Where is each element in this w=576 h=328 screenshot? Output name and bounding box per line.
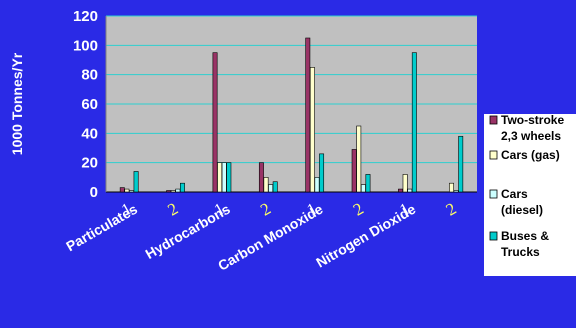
legend-label: 2,3 wheels [501, 129, 561, 143]
legend-label: Buses & [501, 229, 549, 243]
bar [133, 171, 139, 193]
x-group-label: Particulates [63, 201, 140, 255]
legend-label: Two-stroke [501, 113, 564, 127]
y-tick-label: 100 [73, 37, 98, 54]
legend-label: Cars (gas) [501, 148, 560, 162]
bar [458, 135, 464, 193]
legend-label: Trucks [501, 245, 540, 259]
y-tick-label: 40 [81, 125, 98, 142]
y-tick-label: 20 [81, 155, 98, 172]
y-tick-label: 80 [81, 67, 98, 84]
legend-label: Cars [501, 187, 528, 201]
bar [221, 162, 227, 193]
y-tick-label: 0 [90, 184, 98, 201]
bar [212, 52, 218, 193]
x-tick-sub-label: 2 [443, 199, 460, 220]
x-tick-sub-label: 2 [164, 199, 181, 220]
legend-swatch [489, 189, 498, 199]
legend-box [484, 114, 576, 276]
y-tick-label: 60 [81, 96, 98, 113]
bar [398, 188, 403, 193]
bar [258, 162, 264, 193]
bar [217, 162, 223, 193]
bar [319, 153, 325, 193]
bar [360, 184, 366, 193]
bar [170, 190, 176, 193]
bar [129, 190, 134, 193]
bar [411, 52, 417, 193]
bar [124, 188, 130, 193]
legend-swatch [489, 115, 498, 125]
bar [402, 174, 408, 193]
bar [453, 190, 459, 193]
bar [407, 188, 413, 193]
legend-label: (diesel) [501, 203, 543, 217]
bar [268, 184, 274, 193]
bar [309, 67, 315, 193]
bar [263, 177, 269, 193]
bar [314, 177, 320, 193]
bar [175, 188, 181, 193]
legend-swatch [489, 231, 498, 241]
bar [180, 182, 185, 193]
x-group-label: Nitrogen Dioxide [313, 201, 418, 271]
legend-swatch [489, 150, 498, 160]
bar [166, 190, 172, 193]
bar [356, 125, 362, 193]
y-tick-label: 120 [73, 8, 98, 25]
bar [449, 182, 454, 193]
bar [119, 187, 125, 193]
y-axis-label: 1000 Tonnes/Yr [9, 52, 25, 155]
x-tick-sub-label: 2 [257, 199, 274, 220]
x-group-label: Hydrocarbons [143, 201, 233, 262]
bar [305, 37, 311, 193]
bar [272, 181, 278, 193]
legend: Two-stroke 2,3 wheels Cars (gas) Cars (diese… [484, 113, 576, 276]
bar [226, 162, 232, 193]
bar [351, 149, 357, 193]
x-tick-sub-label: 2 [350, 199, 367, 220]
bar [365, 174, 371, 193]
